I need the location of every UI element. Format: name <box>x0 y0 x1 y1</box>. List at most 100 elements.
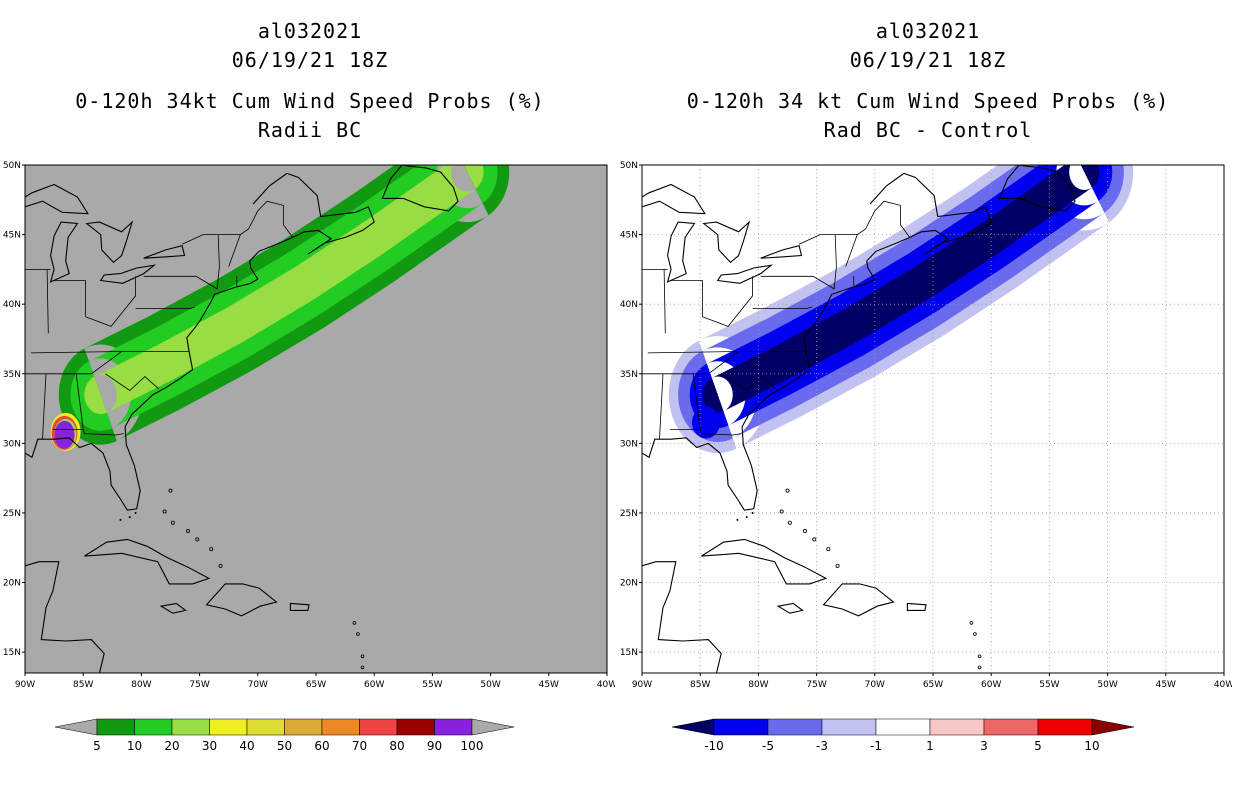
left-colorbar: 5 10 20 30 40 50 60 70 80 90 100 <box>55 718 515 753</box>
left-lon-label: 60W <box>364 680 384 690</box>
left-landfall-blob-4 <box>54 420 75 449</box>
left-great-lake-2 <box>85 220 134 264</box>
left-lon-label: 65W <box>306 680 326 690</box>
left-border-7 <box>135 306 196 309</box>
right-cuba <box>701 538 828 585</box>
right-antilles-5 <box>971 691 974 694</box>
right-border-10 <box>820 200 911 238</box>
left-colorbar-swatch <box>96 718 135 736</box>
left-lat-label: 50N <box>3 161 21 171</box>
left-lon-label: 90W <box>15 680 35 690</box>
right-subtitle: Rad BC - Control <box>823 118 1033 142</box>
left-lat-label: 30N <box>3 439 21 449</box>
right-colorbar-label: -5 <box>762 739 774 753</box>
right-border-2 <box>692 373 701 430</box>
right-border-16 <box>798 234 821 245</box>
left-border-16 <box>181 234 204 245</box>
left-datetime: 06/19/21 18Z <box>231 48 389 72</box>
right-colorbar-swatch <box>1037 718 1093 736</box>
right-central-america <box>642 561 722 673</box>
left-colorbar-low-arrow <box>55 718 98 736</box>
right-colorbar-low-arrow <box>672 718 715 736</box>
left-great-lake-0 <box>49 221 79 283</box>
left-newfoundland <box>381 165 459 212</box>
right-colorbar-swatch <box>767 718 823 736</box>
left-jamaica <box>159 602 187 614</box>
right-lon-label: 45W <box>1156 680 1176 690</box>
left-cuba <box>84 538 211 585</box>
left-title: 0-120h 34kt Cum Wind Speed Probs (%) <box>75 89 545 113</box>
left-bahamas-1 <box>162 509 167 514</box>
right-colorbar-label: -3 <box>816 739 828 753</box>
left-border-3 <box>52 429 124 436</box>
left-bahamas-0 <box>168 488 173 493</box>
right-bahamas-3 <box>802 529 807 534</box>
right-newfoundland <box>998 165 1076 212</box>
right-border-14 <box>663 269 666 334</box>
right-bahamas-2 <box>787 520 792 525</box>
left-bahamas-3 <box>185 529 190 534</box>
left-puerto-rico <box>289 602 310 611</box>
right-contour--10 <box>702 165 1100 413</box>
right-lat-label: 50N <box>620 161 638 171</box>
right-colorbar-swatch <box>983 718 1039 736</box>
left-title-block: al032021 06/19/21 18Z 0-120h 34kt Cum Wi… <box>10 17 610 145</box>
right-great-lake-2 <box>702 220 751 264</box>
left-map: 50N 45N 40N 35N 30N 25N 20N 15N 90W 85W 80W 75W 70W 6… <box>3 161 615 694</box>
right-great-lake-1 <box>642 183 706 215</box>
right-border-0 <box>642 351 807 375</box>
right-colorbar-label: -10 <box>704 739 724 753</box>
right-border-6 <box>702 276 753 327</box>
right-great-lake-0 <box>666 221 696 283</box>
left-lat-label: 15N <box>3 648 21 658</box>
left-colorbar-label: 100 <box>461 739 484 753</box>
left-lat-label: 35N <box>3 370 21 380</box>
left-antilles-5 <box>354 691 357 694</box>
right-lat-label: 15N <box>620 648 638 658</box>
left-border-10 <box>203 200 294 238</box>
right-colorbar-swatch <box>821 718 877 736</box>
left-colorbar-label: 80 <box>389 739 404 753</box>
right-lon-label: 70W <box>865 680 885 690</box>
left-plot-area <box>25 165 510 694</box>
right-antilles-0 <box>969 621 974 625</box>
right-border-11 <box>845 234 858 267</box>
left-lat-label: 40N <box>3 300 21 310</box>
right-lon-label: 90W <box>632 680 652 690</box>
left-great-lake-3 <box>99 264 157 284</box>
left-coastline <box>25 172 375 511</box>
right-colorbar: -10 -5 -3 -1 1 3 5 10 <box>672 718 1135 753</box>
left-colorbar-swatch <box>434 718 473 736</box>
left-great-lake-4 <box>143 245 186 259</box>
right-lat-label: 25N <box>620 509 638 519</box>
left-colorbar-label: 50 <box>277 739 292 753</box>
left-lat-label: 45N <box>3 231 21 241</box>
right-colorbar-label: 10 <box>1084 739 1099 753</box>
left-antilles-4 <box>359 676 362 679</box>
left-colorbar-label: 5 <box>93 739 101 753</box>
right-lat-label: 35N <box>620 370 638 380</box>
right-bahamas-0 <box>785 488 790 493</box>
right-storm-id: al032021 <box>875 19 981 43</box>
left-bahamas-4 <box>195 537 200 542</box>
left-island-dot-0 <box>134 511 137 514</box>
left-lon-label: 45W <box>539 680 559 690</box>
left-antilles-0 <box>352 621 357 625</box>
left-border-8 <box>143 275 218 290</box>
right-lon-label: 40W <box>1214 680 1232 690</box>
right-bahamas-6 <box>835 563 840 568</box>
left-border-9 <box>216 234 220 289</box>
right-lat-label: 45N <box>620 231 638 241</box>
right-lon-label: 85W <box>690 680 710 690</box>
right-lon-label: 75W <box>806 680 826 690</box>
right-colorbar-label: 1 <box>926 739 934 753</box>
left-colorbar-swatch <box>134 718 173 736</box>
right-coastline <box>642 172 992 511</box>
left-colorbar-label: 60 <box>314 739 329 753</box>
left-border-6 <box>85 276 136 327</box>
right-lon-label: 55W <box>1039 680 1059 690</box>
right-lon-label: 80W <box>748 680 768 690</box>
right-border-1 <box>659 373 664 440</box>
left-colorbar-swatch <box>359 718 398 736</box>
right-title-block: al032021 06/19/21 18Z 0-120h 34 kt Cum W… <box>628 17 1228 145</box>
